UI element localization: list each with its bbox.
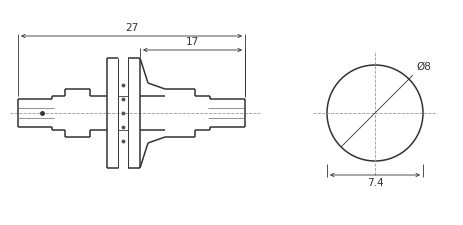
Text: Ø8: Ø8 [415, 62, 430, 72]
Text: 7.4: 7.4 [366, 178, 382, 188]
Text: 27: 27 [125, 23, 138, 33]
Text: 17: 17 [186, 37, 199, 47]
